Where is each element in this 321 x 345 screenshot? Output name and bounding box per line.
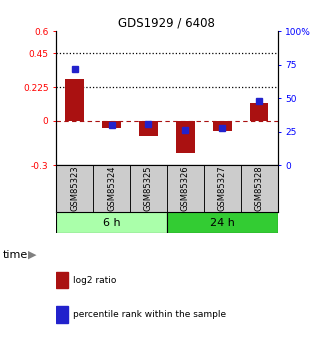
- Text: GSM85328: GSM85328: [255, 165, 264, 211]
- Text: GSM85325: GSM85325: [144, 165, 153, 211]
- Text: ▶: ▶: [28, 250, 36, 259]
- Bar: [167, 213, 278, 233]
- Bar: [56, 165, 93, 213]
- Bar: [93, 165, 130, 213]
- Bar: [204, 165, 241, 213]
- Text: GSM85323: GSM85323: [70, 165, 79, 211]
- Bar: [56, 272, 68, 288]
- Bar: [56, 306, 68, 323]
- Bar: [130, 165, 167, 213]
- Text: log2 ratio: log2 ratio: [73, 276, 116, 285]
- Bar: [241, 165, 278, 213]
- Text: GSM85327: GSM85327: [218, 165, 227, 211]
- Text: 24 h: 24 h: [210, 217, 235, 227]
- Title: GDS1929 / 6408: GDS1929 / 6408: [118, 17, 215, 30]
- Bar: [176, 121, 195, 154]
- Text: time: time: [3, 250, 29, 259]
- Bar: [139, 121, 158, 136]
- Bar: [167, 165, 204, 213]
- Text: 6 h: 6 h: [103, 217, 120, 227]
- Bar: [213, 121, 231, 131]
- Text: GSM85326: GSM85326: [181, 165, 190, 211]
- Bar: [250, 103, 268, 121]
- Text: percentile rank within the sample: percentile rank within the sample: [73, 310, 226, 319]
- Bar: [56, 213, 167, 233]
- Bar: [65, 79, 84, 121]
- Bar: [102, 121, 121, 128]
- Text: GSM85324: GSM85324: [107, 165, 116, 211]
